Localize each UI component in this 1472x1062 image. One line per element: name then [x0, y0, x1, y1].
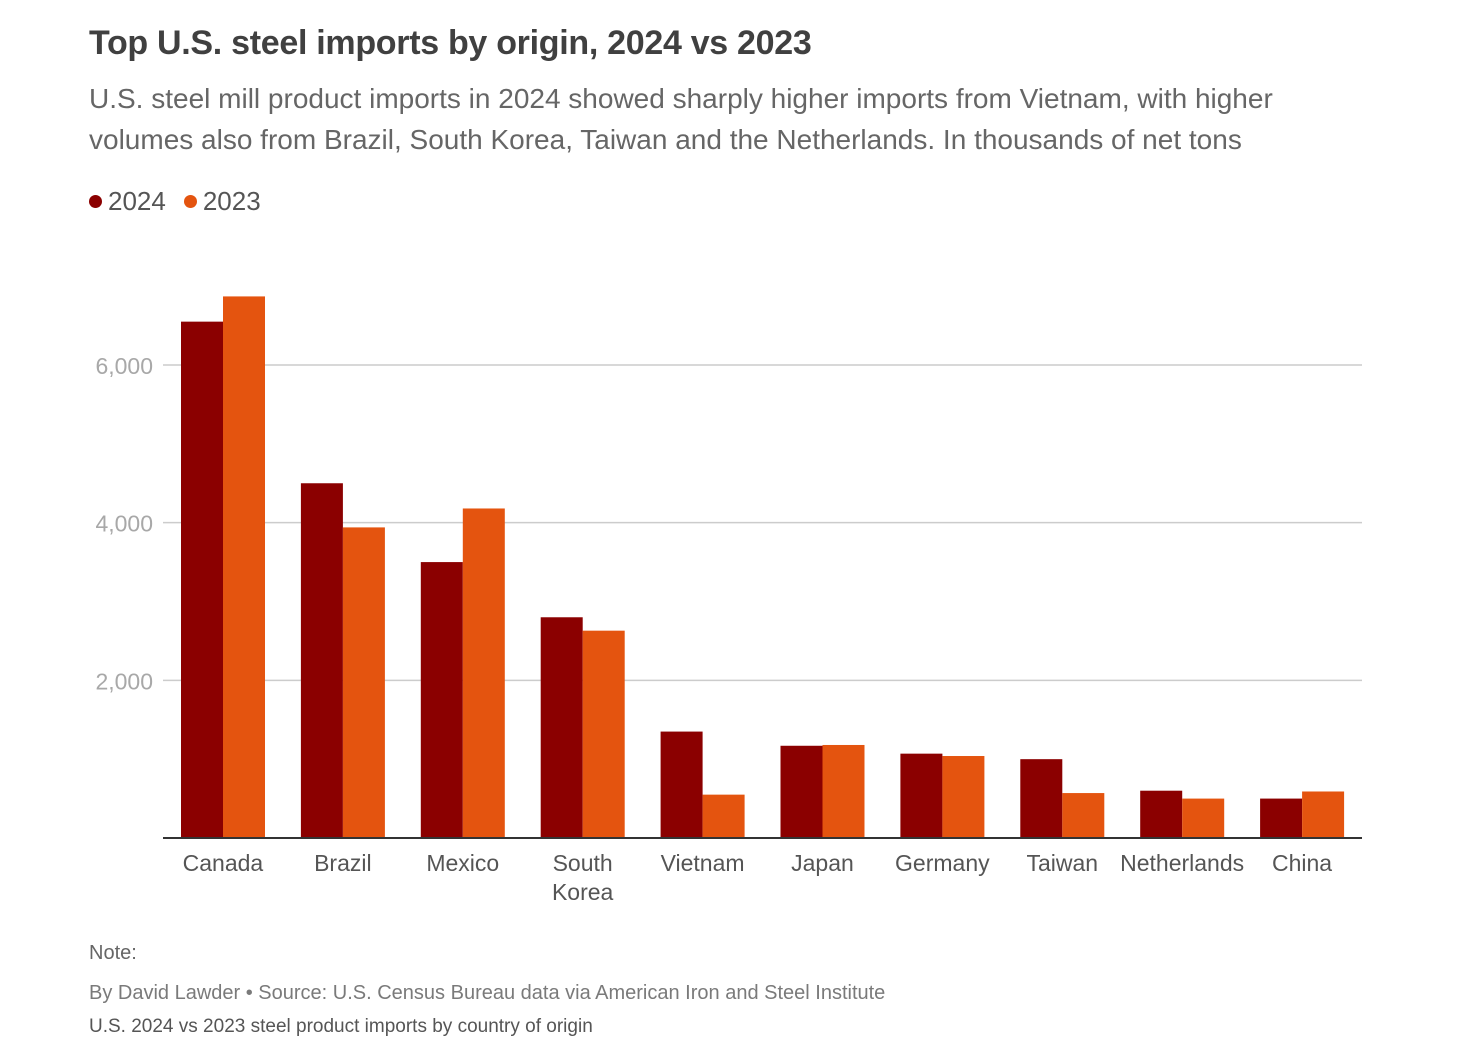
x-tick-label: Germany — [895, 850, 990, 876]
caption: U.S. 2024 vs 2023 steel product imports … — [89, 1016, 593, 1037]
x-tick-label: Mexico — [426, 850, 499, 876]
bar-2023-south-korea — [582, 630, 625, 838]
bar-2024-japan — [780, 745, 823, 838]
legend: 2024 2023 — [89, 186, 279, 217]
bar-2023-brazil — [342, 527, 385, 838]
bar-2024-taiwan — [1020, 759, 1063, 838]
bar-2024-vietnam — [660, 731, 703, 838]
x-tick-label: Brazil — [314, 850, 372, 876]
y-tick-label: 6,000 — [95, 353, 153, 379]
x-tick-label: South Korea — [552, 850, 614, 905]
bar-2023-germany — [942, 756, 985, 838]
x-tick-label: Vietnam — [661, 850, 745, 876]
chart-subtitle: U.S. steel mill product imports in 2024 … — [89, 83, 1273, 155]
bar-2023-taiwan — [1062, 793, 1105, 838]
bar-2024-south-korea — [540, 617, 583, 838]
bar-2023-japan — [822, 744, 865, 838]
legend-swatch-2024 — [89, 195, 102, 208]
legend-item-2023: 2023 — [183, 186, 261, 217]
x-tick-label: Canada — [183, 850, 264, 876]
bar-chart: 2,000 4,000 6,000 Canada Brazil Mexico South Ko… — [95, 296, 1362, 905]
legend-swatch-2023 — [183, 195, 197, 208]
bar-2024-canada — [181, 321, 223, 838]
chart-title: Top U.S. steel imports by origin, 2024 v… — [89, 24, 812, 62]
bar-2024-mexico — [420, 562, 463, 838]
credit-line: By David Lawder • Source: U.S. Census Bu… — [89, 982, 886, 1004]
bar-2023-china — [1302, 791, 1345, 838]
legend-item-2024: 2024 — [89, 186, 166, 217]
x-tick-label: Japan — [791, 850, 854, 876]
y-tick-label: 2,000 — [95, 668, 153, 694]
bar-2023-mexico — [462, 508, 505, 838]
x-tick-label: Netherlands — [1120, 850, 1244, 876]
bar-2024-brazil — [300, 483, 343, 838]
bar-2024-germany — [900, 753, 943, 838]
legend-label-2023: 2023 — [202, 186, 261, 216]
legend-label-2024: 2024 — [108, 186, 166, 216]
bar-2024-netherlands — [1140, 790, 1183, 838]
note: Note: — [89, 942, 137, 964]
x-tick-label: China — [1272, 850, 1332, 876]
bar-2023-netherlands — [1182, 798, 1225, 838]
y-tick-label: 4,000 — [95, 511, 153, 537]
x-tick-label: Taiwan — [1026, 850, 1098, 876]
bar-2023-vietnam — [702, 794, 745, 838]
bar-2024-china — [1260, 798, 1303, 838]
bar-2023-canada — [223, 296, 265, 838]
